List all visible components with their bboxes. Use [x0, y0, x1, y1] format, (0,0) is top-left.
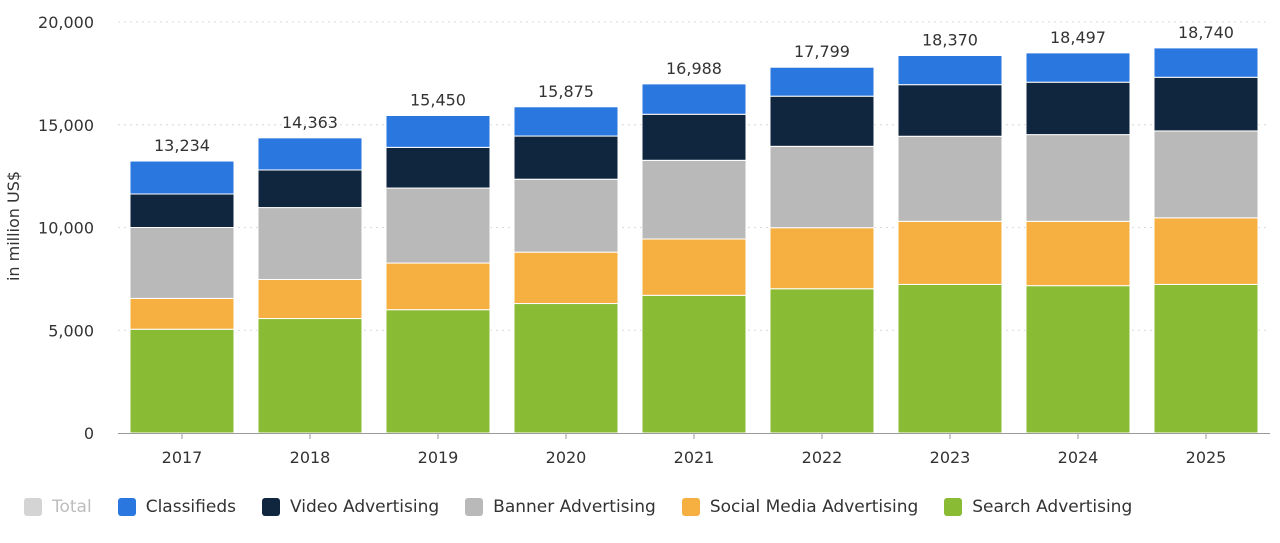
bar-segment-classifieds [257, 137, 363, 171]
bar-segment-banner-advertising [1153, 130, 1259, 219]
total-data-label: 14,363 [282, 113, 338, 132]
legend-label-video-advertising: Video Advertising [289, 497, 440, 517]
total-data-label: 17,799 [794, 42, 850, 61]
bar-segment-search-advertising [641, 294, 747, 434]
legend-swatch-classifieds [117, 498, 136, 516]
legend-label-classifieds: Classifieds [145, 497, 236, 517]
legend: Total Classifieds Video Advertising Bann… [24, 494, 1158, 520]
bar-segment-classifieds [385, 115, 491, 148]
total-data-label: 18,370 [922, 30, 978, 49]
legend-swatch-social-media-advertising [681, 498, 700, 516]
y-axis-title: in million US$ [4, 171, 23, 281]
bar-segment-banner-advertising [897, 135, 1003, 222]
y-tick-label: 0 [84, 424, 94, 443]
bar-segment-social-media-advertising [385, 262, 491, 311]
bar-segment-video-advertising [257, 169, 363, 209]
bar-segment-classifieds [513, 106, 619, 137]
y-tick-label: 5,000 [48, 321, 94, 340]
bar-segment-banner-advertising [1025, 134, 1131, 222]
bar-segment-social-media-advertising [897, 220, 1003, 285]
legend-label-banner-advertising: Banner Advertising [493, 497, 656, 517]
x-tick-label: 2017 [162, 448, 203, 467]
bar-segment-social-media-advertising [513, 251, 619, 305]
bar-segment-classifieds [129, 160, 235, 195]
total-data-label: 13,234 [154, 136, 210, 155]
bar-segment-search-advertising [129, 328, 235, 434]
bar-segment-search-advertising [769, 288, 875, 434]
bar-segment-classifieds [897, 54, 1003, 86]
bar-segment-social-media-advertising [641, 238, 747, 296]
bar-segment-video-advertising [769, 95, 875, 147]
total-data-label: 15,875 [538, 82, 594, 101]
total-data-label: 16,988 [666, 59, 722, 78]
bar-segment-video-advertising [1025, 81, 1131, 136]
bar-segment-banner-advertising [641, 159, 747, 240]
y-tick-label: 10,000 [38, 219, 94, 238]
x-tick-label: 2018 [290, 448, 331, 467]
total-data-label: 18,497 [1050, 28, 1106, 47]
legend-item-total[interactable]: Total [24, 497, 92, 517]
chart-plot: 13,234 14,363 15,450 15,875 16,988 17,799 18,3… [4, 13, 1270, 467]
bar-segment-search-advertising [897, 283, 1003, 434]
axes: 0 5,000 10,000 15,000 20,000 2017 2018 2019 2020… [38, 13, 1270, 467]
bar-segment-social-media-advertising [257, 278, 363, 320]
x-tick-label: 2025 [1186, 448, 1227, 467]
legend-label-search-advertising: Search Advertising [972, 497, 1133, 517]
bar-segment-classifieds [1025, 52, 1131, 83]
bar-segment-search-advertising [513, 303, 619, 434]
bar-segment-social-media-advertising [769, 227, 875, 290]
x-tick-label: 2022 [802, 448, 843, 467]
bar-segment-banner-advertising [769, 145, 875, 229]
bar-segment-search-advertising [257, 318, 363, 434]
legend-label-total: Total [52, 497, 92, 517]
bar-segment-classifieds [769, 66, 875, 97]
legend-item-search-advertising[interactable]: Search Advertising [944, 497, 1132, 517]
legend-swatch-total [24, 498, 42, 516]
bar-segment-video-advertising [1153, 76, 1259, 132]
bar-segment-video-advertising [513, 135, 619, 180]
x-tick-label: 2020 [546, 448, 587, 467]
total-data-label: 15,450 [410, 91, 466, 110]
bar-segment-banner-advertising [513, 178, 619, 253]
y-tick-label: 20,000 [38, 13, 94, 32]
bar-segment-video-advertising [641, 113, 747, 161]
bar-segment-search-advertising [385, 309, 491, 434]
x-tick-label: 2019 [418, 448, 459, 467]
bars: 13,234 14,363 15,450 15,875 16,988 17,799 18,3… [129, 23, 1259, 434]
bar-segment-video-advertising [385, 146, 491, 189]
total-data-label: 18,740 [1178, 23, 1234, 42]
bar-segment-banner-advertising [257, 207, 363, 280]
legend-item-banner-advertising[interactable]: Banner Advertising [465, 497, 656, 517]
bar-segment-video-advertising [129, 193, 235, 228]
x-tick-label: 2021 [674, 448, 715, 467]
bar-segment-banner-advertising [129, 227, 235, 299]
bar-segment-social-media-advertising [1153, 217, 1259, 285]
legend-swatch-video-advertising [261, 498, 280, 516]
bar-segment-social-media-advertising [1025, 220, 1131, 287]
legend-label-social-media-advertising: Social Media Advertising [709, 497, 919, 517]
x-tick-label: 2024 [1058, 448, 1099, 467]
x-tick-label: 2023 [930, 448, 971, 467]
bar-segment-social-media-advertising [129, 297, 235, 330]
legend-item-classifieds[interactable]: Classifieds [117, 497, 236, 517]
bar-segment-classifieds [1153, 47, 1259, 78]
legend-item-video-advertising[interactable]: Video Advertising [261, 497, 440, 517]
legend-swatch-search-advertising [944, 498, 963, 516]
bar-segment-search-advertising [1153, 283, 1259, 434]
bar-segment-banner-advertising [385, 187, 491, 264]
legend-swatch-banner-advertising [465, 498, 484, 516]
legend-item-social-media-advertising[interactable]: Social Media Advertising [681, 497, 919, 517]
bar-segment-classifieds [641, 83, 747, 115]
bar-segment-video-advertising [897, 84, 1003, 137]
bar-segment-search-advertising [1025, 285, 1131, 434]
y-tick-label: 15,000 [38, 116, 94, 135]
